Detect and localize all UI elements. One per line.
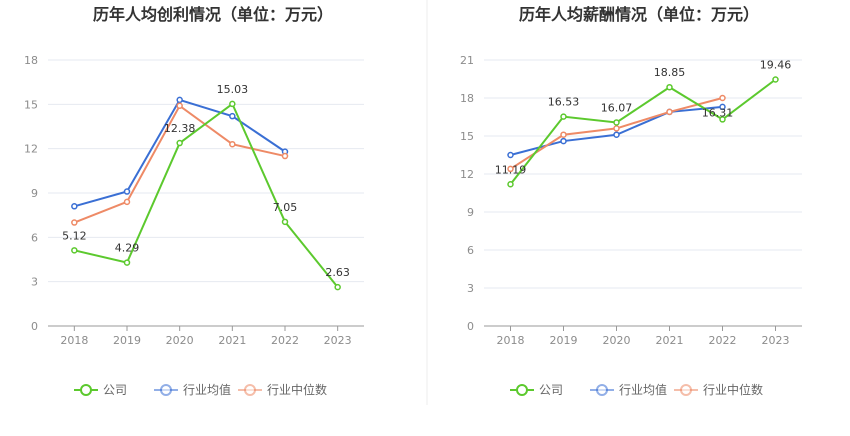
data-point-company bbox=[281, 218, 289, 226]
data-point-median bbox=[281, 152, 289, 160]
data-point-median bbox=[123, 198, 131, 206]
x-tick-label: 2020 bbox=[166, 334, 194, 347]
chart-panel-1: 历年人均创利情况（单位：万元） 0 3 6 9 12 15 18 2018 2019 2020 202… bbox=[24, 5, 364, 397]
data-point-company bbox=[334, 283, 341, 291]
data-point-median bbox=[719, 94, 726, 102]
chart-title: 历年人均薪酬情况（单位：万元） bbox=[519, 5, 759, 24]
legend-marker bbox=[680, 384, 692, 396]
y-tick-label: 0 bbox=[467, 320, 474, 333]
data-point-company bbox=[123, 259, 131, 266]
y-tick-label: 15 bbox=[24, 98, 38, 111]
data-point-median bbox=[229, 140, 236, 148]
y-tick-label: 3 bbox=[467, 282, 474, 295]
data-point-company bbox=[666, 83, 673, 91]
legend-marker bbox=[596, 384, 608, 396]
legend-item-company[interactable]: 公司 bbox=[74, 383, 127, 397]
data-label: 11.19 bbox=[495, 163, 527, 176]
x-tick-label: 2020 bbox=[603, 334, 631, 347]
legend-marker bbox=[516, 384, 528, 396]
data-point-avg bbox=[613, 131, 620, 138]
y-tick-label: 0 bbox=[31, 320, 38, 333]
y-tick-label: 9 bbox=[467, 206, 474, 219]
data-label: 2.63 bbox=[325, 266, 350, 279]
series-line-company bbox=[74, 102, 339, 288]
data-point-avg bbox=[71, 203, 78, 210]
legend-marker bbox=[80, 384, 92, 396]
x-tick-label: 2023 bbox=[324, 334, 352, 347]
data-point-median bbox=[666, 108, 673, 116]
x-tick-label: 2019 bbox=[550, 334, 578, 347]
data-point-avg bbox=[229, 112, 236, 120]
data-label: 16.53 bbox=[548, 96, 580, 109]
series-line-company bbox=[509, 78, 777, 185]
y-tick-label: 9 bbox=[31, 187, 38, 200]
data-point-median bbox=[71, 219, 78, 226]
legend-label: 公司 bbox=[103, 383, 127, 397]
data-point-median bbox=[507, 165, 514, 173]
data-point-company bbox=[176, 139, 183, 147]
data-point-company bbox=[507, 181, 514, 188]
data-point-avg bbox=[507, 151, 514, 159]
data-point-median bbox=[176, 102, 183, 110]
data-point-company bbox=[229, 100, 236, 108]
legend-item-avg[interactable]: 行业均值 bbox=[154, 382, 231, 397]
data-point-avg bbox=[123, 188, 131, 195]
x-tick-label: 2022 bbox=[709, 334, 737, 347]
data-label: 4.29 bbox=[115, 242, 140, 255]
x-tick-label: 2021 bbox=[218, 334, 246, 347]
data-label: 7.05 bbox=[273, 201, 298, 214]
x-tick-label: 2023 bbox=[762, 334, 790, 347]
legend-label: 行业中位数 bbox=[703, 382, 763, 397]
legend-marker bbox=[160, 384, 172, 396]
data-point-company bbox=[772, 76, 779, 83]
data-label: 18.85 bbox=[654, 66, 686, 79]
data-point-company bbox=[560, 113, 567, 120]
legend-label: 行业中位数 bbox=[267, 382, 327, 397]
data-label: 16.07 bbox=[601, 101, 633, 114]
legend-item-median[interactable]: 行业中位数 bbox=[238, 382, 327, 397]
data-point-avg bbox=[719, 103, 726, 111]
y-tick-label: 18 bbox=[460, 92, 474, 105]
data-point-company bbox=[71, 247, 78, 254]
data-label: 12.38 bbox=[164, 122, 196, 135]
y-tick-label: 6 bbox=[467, 244, 474, 257]
data-label: 16.31 bbox=[702, 106, 734, 119]
data-point-company bbox=[719, 116, 726, 123]
x-tick-label: 2022 bbox=[271, 334, 299, 347]
y-tick-label: 12 bbox=[24, 143, 38, 156]
y-tick-label: 18 bbox=[24, 54, 38, 67]
data-point-avg bbox=[176, 96, 183, 104]
x-tick-label: 2021 bbox=[656, 334, 684, 347]
data-label: 19.46 bbox=[760, 59, 792, 72]
data-point-avg bbox=[560, 137, 567, 145]
data-point-company bbox=[613, 119, 620, 126]
data-point-median bbox=[613, 125, 620, 132]
data-point-median bbox=[560, 131, 567, 138]
data-label: 15.03 bbox=[217, 83, 249, 96]
y-tick-label: 3 bbox=[31, 276, 38, 289]
x-tick-label: 2018 bbox=[60, 334, 88, 347]
chart-panel-2: 历年人均薪酬情况（单位：万元） 0 3 6 9 12 15 18 21 2018 2019 2020 2… bbox=[460, 5, 802, 397]
x-tick-label: 2018 bbox=[497, 334, 525, 347]
legend-label: 公司 bbox=[539, 383, 563, 397]
legend-item-median[interactable]: 行业中位数 bbox=[674, 382, 763, 397]
y-tick-label: 12 bbox=[460, 168, 474, 181]
legend-label: 行业均值 bbox=[183, 382, 231, 397]
legend-marker bbox=[244, 384, 256, 396]
legend-label: 行业均值 bbox=[619, 382, 667, 397]
y-tick-label: 15 bbox=[460, 130, 474, 143]
y-tick-label: 21 bbox=[460, 54, 474, 67]
legend-item-avg[interactable]: 行业均值 bbox=[590, 382, 667, 397]
legend-item-company[interactable]: 公司 bbox=[510, 383, 563, 397]
y-tick-label: 6 bbox=[31, 231, 38, 244]
x-tick-label: 2019 bbox=[113, 334, 141, 347]
data-label: 5.12 bbox=[62, 229, 87, 242]
chart-title: 历年人均创利情况（单位：万元） bbox=[93, 5, 333, 24]
